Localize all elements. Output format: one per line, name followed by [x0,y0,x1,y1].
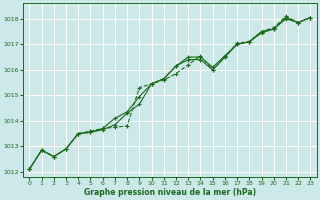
X-axis label: Graphe pression niveau de la mer (hPa): Graphe pression niveau de la mer (hPa) [84,188,256,197]
